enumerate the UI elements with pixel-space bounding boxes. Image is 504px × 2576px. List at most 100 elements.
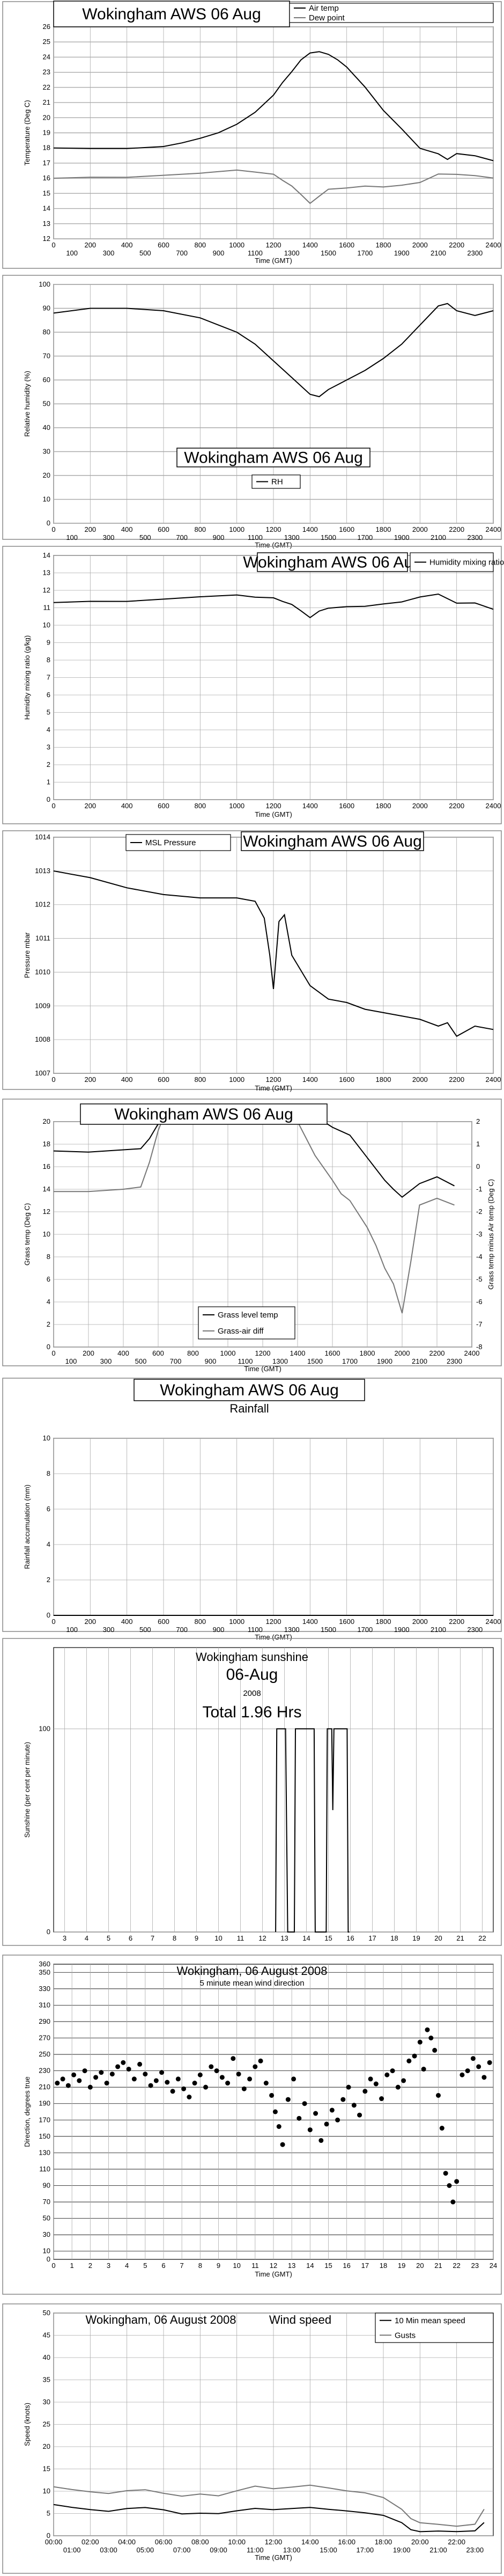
y-tick-label: 40	[43, 2353, 50, 2361]
y-tick-label: 6	[47, 691, 50, 699]
data-point	[77, 2078, 82, 2083]
series-line-1	[53, 1121, 455, 1198]
chart-title: Wokingham AWS 06 Aug	[114, 1106, 293, 1123]
data-point	[313, 2111, 318, 2116]
y-tick-label: 11	[43, 604, 51, 612]
y-tick-label: 13	[43, 569, 50, 577]
y-tick-label: 14	[43, 551, 50, 559]
data-point	[115, 2064, 121, 2069]
x-tick-label: 100	[66, 533, 78, 541]
x-tick-label: 400	[121, 1075, 133, 1084]
x-tick-label: 400	[121, 802, 133, 810]
data-point	[253, 2064, 258, 2069]
data-point	[143, 2072, 148, 2077]
x-tick-label: 200	[84, 802, 96, 810]
y-tick-label: 15	[43, 2465, 50, 2473]
y-tick-label: 35	[43, 2376, 50, 2384]
data-point	[439, 2126, 444, 2131]
y-tick-label: 5	[47, 708, 50, 716]
x-tick-label: 1000	[229, 1075, 244, 1084]
data-point	[406, 2058, 412, 2063]
x-tick-label: 300	[103, 1626, 115, 1634]
data-point	[297, 2116, 302, 2121]
y-tick-label: 40	[43, 423, 50, 431]
x-tick-label: 0	[51, 1075, 55, 1084]
x-tick-label: 400	[121, 1618, 133, 1626]
data-point	[247, 2076, 253, 2082]
data-point	[324, 2121, 329, 2127]
title-box	[134, 1379, 365, 1401]
y-tick-label: 80	[43, 328, 50, 336]
y-tick-label: 13	[43, 219, 50, 228]
y-tick-label: 30	[43, 2398, 50, 2406]
x-tick-label: 100	[65, 1357, 77, 1365]
data-point	[126, 2067, 131, 2072]
data-point	[357, 2112, 362, 2118]
x-tick-label: 23:00	[466, 2546, 484, 2554]
y-axis-label: Rainfall accumulation (mm)	[23, 1484, 31, 1569]
x-axis-label: Time (GMT)	[255, 810, 292, 818]
x-axis-label: Time (GMT)	[255, 1633, 292, 1641]
wind-direction-title: Wokingham, 06 August 2008	[177, 1964, 328, 1978]
x-tick-label: 1500	[307, 1357, 323, 1365]
x-tick-label: 3	[107, 2262, 110, 2270]
y-tick-label: 8	[47, 1253, 50, 1261]
y-tick-label: 0	[47, 2255, 50, 2263]
x-tick-label: 1000	[220, 1349, 236, 1357]
x-tick-label: 1	[70, 2262, 74, 2270]
x-tick-label: 07:00	[173, 2546, 191, 2554]
data-point	[487, 2060, 492, 2065]
x-tick-label: 1200	[266, 802, 281, 810]
wind-speed-title-extra: Wind speed	[269, 2313, 331, 2326]
y-tick-label: 6	[47, 1505, 50, 1513]
y-tick-label: 230	[39, 2067, 50, 2075]
x-tick-label: 1200	[266, 241, 281, 249]
data-point	[307, 2127, 313, 2133]
x-tick-label: 900	[213, 249, 225, 257]
data-point	[368, 2076, 373, 2082]
data-point	[276, 2124, 281, 2129]
y-axis-label: Grass temp (Deg C)	[23, 1203, 31, 1265]
chart-title: Wokingham AWS 06 Aug	[184, 449, 363, 467]
legend-box	[375, 2312, 494, 2343]
x-tick-label: 06:00	[155, 2538, 173, 2546]
data-point	[209, 2064, 214, 2069]
chart-subtitle: Rainfall	[229, 1402, 269, 1415]
x-tick-label: 2200	[429, 1349, 445, 1357]
y-tick-label: 3	[47, 743, 50, 751]
x-tick-label: 1500	[321, 249, 336, 257]
x-tick-label: 10	[233, 2262, 240, 2270]
x-tick-label: 2100	[431, 1626, 446, 1634]
plot-area	[53, 1647, 494, 1933]
x-tick-label: 09:00	[210, 2546, 227, 2554]
data-point	[285, 2097, 291, 2102]
x-tick-label: 2000	[395, 1349, 410, 1357]
x-tick-label: 1100	[238, 1357, 253, 1365]
x-tick-label: 8	[198, 2262, 202, 2270]
x-tick-label: 700	[176, 533, 188, 541]
x-tick-label: 16	[346, 1934, 354, 1942]
x-tick-label: 1900	[394, 249, 410, 257]
y-tick-label: 50	[43, 2309, 50, 2317]
x-axis-label: Time (GMT)	[255, 541, 292, 549]
y-tick-label: 4	[47, 726, 50, 734]
data-point	[55, 2081, 60, 2086]
x-tick-label: 800	[194, 525, 206, 533]
y-tick-label: 100	[39, 1724, 50, 1732]
y-tick-label: 25	[43, 2420, 50, 2428]
x-tick-label: 17:00	[357, 2546, 374, 2554]
y-tick-label: 19	[43, 129, 50, 137]
x-tick-label: 18	[380, 2262, 387, 2270]
x-tick-label: 1400	[302, 525, 318, 533]
x-tick-label: 100	[66, 249, 78, 257]
y-tick-label: 0	[47, 1611, 50, 1619]
chart-frame	[2, 275, 502, 540]
data-point	[481, 2075, 487, 2080]
x-tick-label: 0	[51, 802, 55, 810]
x-tick-label: 1400	[302, 1075, 318, 1084]
x-tick-label: 900	[213, 1626, 225, 1634]
y-tick-label: 1014	[35, 833, 50, 841]
y-tick-label: 1013	[35, 867, 50, 875]
x-tick-label: 2300	[467, 1626, 483, 1634]
legend-label: Dew point	[309, 13, 345, 23]
